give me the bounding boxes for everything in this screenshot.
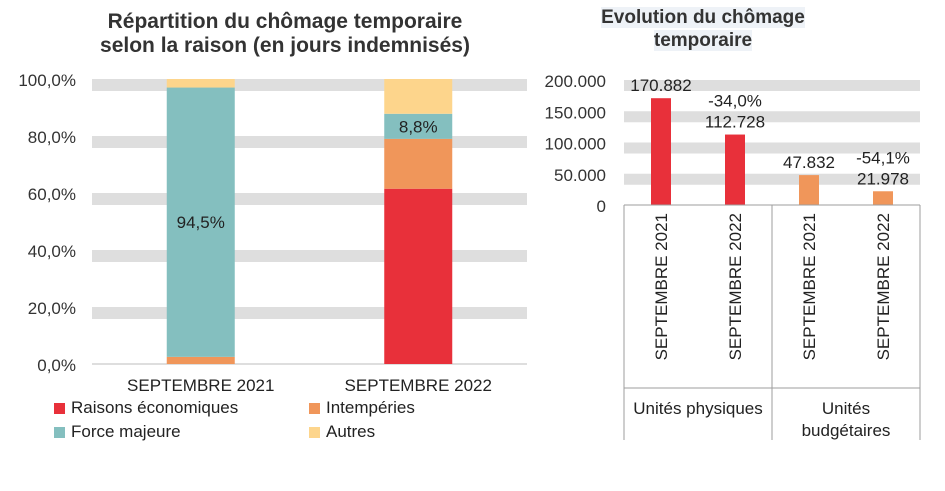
grid-band — [624, 142, 920, 154]
y-tick-label: 60,0% — [28, 185, 76, 204]
x-category-label: SEPTEMBRE 2022 — [726, 213, 745, 360]
grid-band — [624, 80, 920, 91]
bar-segment — [384, 79, 453, 114]
bar — [725, 134, 745, 205]
data-label: 94,5% — [177, 213, 225, 232]
data-label: 47.832 — [783, 153, 835, 172]
y-tick-label: 200.000 — [545, 72, 606, 91]
y-tick-label: 100.000 — [545, 135, 606, 154]
legend-swatch — [309, 426, 320, 438]
y-tick-label: 20,0% — [28, 299, 76, 318]
legend-swatch — [54, 402, 65, 414]
legend-item: Force majeure — [54, 422, 181, 442]
change-label: -54,1% — [856, 148, 910, 167]
data-label: 21.978 — [857, 169, 909, 188]
data-label: 112.728 — [705, 113, 765, 132]
left-title-line-2: selon la raison (en jours indemnisés) — [100, 34, 470, 57]
right-chart-title: Evolution du chômage temporaire — [578, 6, 828, 52]
bar — [873, 191, 893, 205]
bar-segment — [384, 188, 453, 364]
right-title-line-1: Evolution du chômage — [601, 7, 805, 28]
x-category-label: SEPTEMBRE 2022 — [345, 376, 492, 395]
y-tick-label: 0,0% — [37, 356, 76, 375]
grid-band — [624, 173, 920, 185]
bar — [651, 98, 671, 205]
left-chart-title: Répartition du chômage temporaire selon … — [60, 10, 510, 58]
x-category-label: SEPTEMBRE 2021 — [652, 213, 671, 360]
y-tick-label: 80,0% — [28, 128, 76, 147]
legend-label: Autres — [326, 422, 376, 441]
left-title-line-1: Répartition du chômage temporaire — [107, 10, 463, 33]
y-tick-label: 100,0% — [18, 71, 76, 90]
change-label: -34,0% — [708, 92, 762, 111]
data-label: 170.882 — [630, 76, 691, 95]
legend-swatch — [309, 402, 320, 414]
legend-label: Force majeure — [71, 422, 181, 441]
group-label: budgétaires — [802, 421, 891, 440]
bar-segment — [166, 79, 235, 88]
y-tick-label: 40,0% — [28, 242, 76, 261]
x-category-label: SEPTEMBRE 2021 — [127, 376, 274, 395]
group-label: Unités — [822, 399, 870, 418]
legend-label: Raisons économiques — [71, 398, 239, 417]
bar-segment — [384, 138, 453, 189]
legend-swatch — [54, 426, 65, 438]
right-title-line-2: temporaire — [653, 30, 753, 51]
data-label: 8,8% — [399, 117, 438, 136]
legend-item: Raisons économiques — [54, 398, 238, 418]
y-tick-label: 50.000 — [554, 166, 606, 185]
bar-segment — [166, 87, 235, 357]
x-category-label: SEPTEMBRE 2021 — [800, 213, 819, 360]
legend-item: Autres — [309, 422, 375, 442]
group-label: Unités physiques — [633, 399, 762, 418]
bar — [799, 175, 819, 205]
y-tick-label: 0 — [597, 197, 606, 216]
bar-segment — [384, 113, 453, 139]
legend-label: Intempéries — [326, 398, 415, 417]
x-category-label: SEPTEMBRE 2022 — [874, 213, 893, 360]
bar-segment — [166, 356, 235, 364]
legend-item: Intempéries — [309, 398, 415, 418]
y-tick-label: 150.000 — [545, 103, 606, 122]
grid-band — [624, 111, 920, 123]
